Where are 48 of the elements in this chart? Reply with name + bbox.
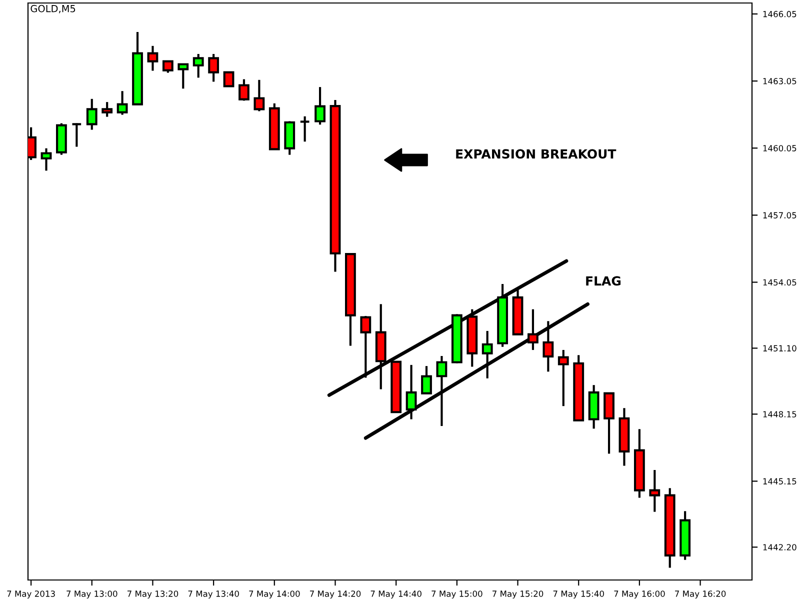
candlestick (40, 147, 52, 172)
candlestick (86, 98, 98, 131)
y-tick-label: 1457.05 (763, 212, 796, 218)
candlestick (147, 44, 158, 72)
candlestick (223, 71, 234, 88)
candlestick (528, 308, 538, 352)
chart-title: GOLD,M5 (30, 4, 76, 14)
candlestick (299, 115, 310, 143)
annotation: EXPANSION BREAKOUT (456, 149, 616, 159)
candlestick (254, 78, 265, 112)
candlestick (436, 354, 448, 428)
x-tick-label: 7 May 13:20 (127, 590, 178, 598)
x-tick-label: 7 May 16:00 (614, 590, 665, 598)
y-tick-label: 1445.15 (763, 478, 796, 484)
candlestick (71, 122, 82, 148)
x-tick-label: 7 May 16:20 (675, 590, 726, 598)
candlestick (208, 52, 220, 83)
candlestick (649, 468, 660, 513)
candlestick (421, 365, 432, 396)
x-tick-label: 7 May 15:40 (553, 590, 604, 598)
y-tick-label: 1466.05 (763, 10, 796, 18)
x-tick-label: 7 May 15:00 (432, 590, 482, 598)
candlestick (406, 364, 417, 420)
candlestick (116, 90, 128, 116)
y-tick-label: 1448.15 (763, 411, 796, 418)
y-tick-label: 1463.05 (763, 78, 796, 84)
x-tick-label: 7 May 14:00 (249, 590, 300, 598)
annotation: FLAG (586, 276, 621, 286)
candlestick (178, 63, 189, 90)
y-tick-label: 1454.05 (763, 279, 796, 286)
x-tick-label: 7 May 14:40 (370, 590, 422, 598)
x-tick-label: 7 May 13:40 (188, 590, 239, 598)
candlestick (542, 320, 554, 373)
x-tick-label: 7 May 15:20 (492, 590, 544, 598)
y-tick-label: 1460.05 (763, 145, 796, 152)
candlestick (314, 86, 326, 126)
x-tick-label: 7 May 13:00 (66, 590, 118, 598)
candlestick (558, 348, 569, 408)
candlestick (102, 100, 113, 118)
x-tick-label: 7 May 14:20 (310, 590, 361, 598)
x-tick-label: 7 May 2013 (7, 590, 55, 598)
candlestick (238, 78, 250, 102)
candlestick (162, 60, 174, 74)
candlestick (192, 52, 204, 79)
candlestick (360, 314, 372, 379)
y-tick-label: 1451.10 (763, 345, 796, 352)
candlestick (482, 330, 493, 380)
y-tick-label: 1442.20 (763, 544, 796, 550)
